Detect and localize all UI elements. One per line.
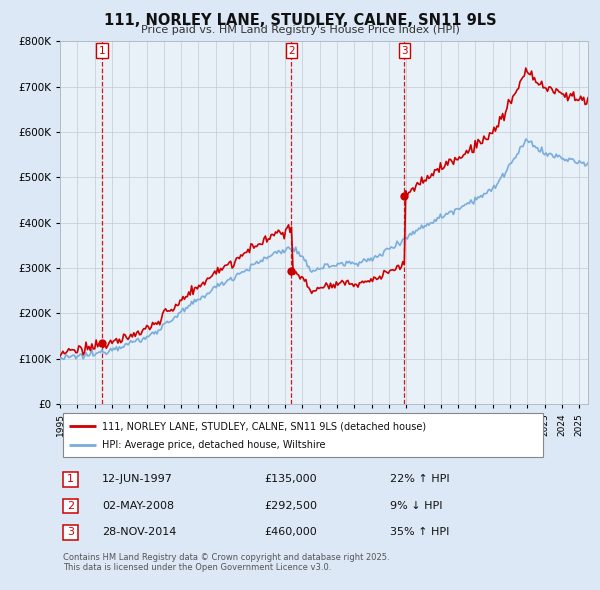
Text: £292,500: £292,500 [264,501,317,511]
Text: 28-NOV-2014: 28-NOV-2014 [102,527,176,537]
Text: 2: 2 [288,46,295,56]
Text: 22% ↑ HPI: 22% ↑ HPI [390,474,449,484]
Text: 35% ↑ HPI: 35% ↑ HPI [390,527,449,537]
Text: £460,000: £460,000 [264,527,317,537]
Text: HPI: Average price, detached house, Wiltshire: HPI: Average price, detached house, Wilt… [102,440,325,450]
Text: 9% ↓ HPI: 9% ↓ HPI [390,501,443,511]
Text: 2: 2 [67,501,74,511]
Text: 111, NORLEY LANE, STUDLEY, CALNE, SN11 9LS: 111, NORLEY LANE, STUDLEY, CALNE, SN11 9… [104,13,496,28]
Text: 1: 1 [99,46,106,56]
Text: 12-JUN-1997: 12-JUN-1997 [102,474,173,484]
Text: 02-MAY-2008: 02-MAY-2008 [102,501,174,511]
Text: 1: 1 [67,474,74,484]
Text: £135,000: £135,000 [264,474,317,484]
Text: 3: 3 [401,46,408,56]
Text: Price paid vs. HM Land Registry's House Price Index (HPI): Price paid vs. HM Land Registry's House … [140,25,460,35]
Text: This data is licensed under the Open Government Licence v3.0.: This data is licensed under the Open Gov… [63,563,331,572]
Text: 111, NORLEY LANE, STUDLEY, CALNE, SN11 9LS (detached house): 111, NORLEY LANE, STUDLEY, CALNE, SN11 9… [102,421,426,431]
Text: 3: 3 [67,527,74,537]
Text: Contains HM Land Registry data © Crown copyright and database right 2025.: Contains HM Land Registry data © Crown c… [63,553,389,562]
